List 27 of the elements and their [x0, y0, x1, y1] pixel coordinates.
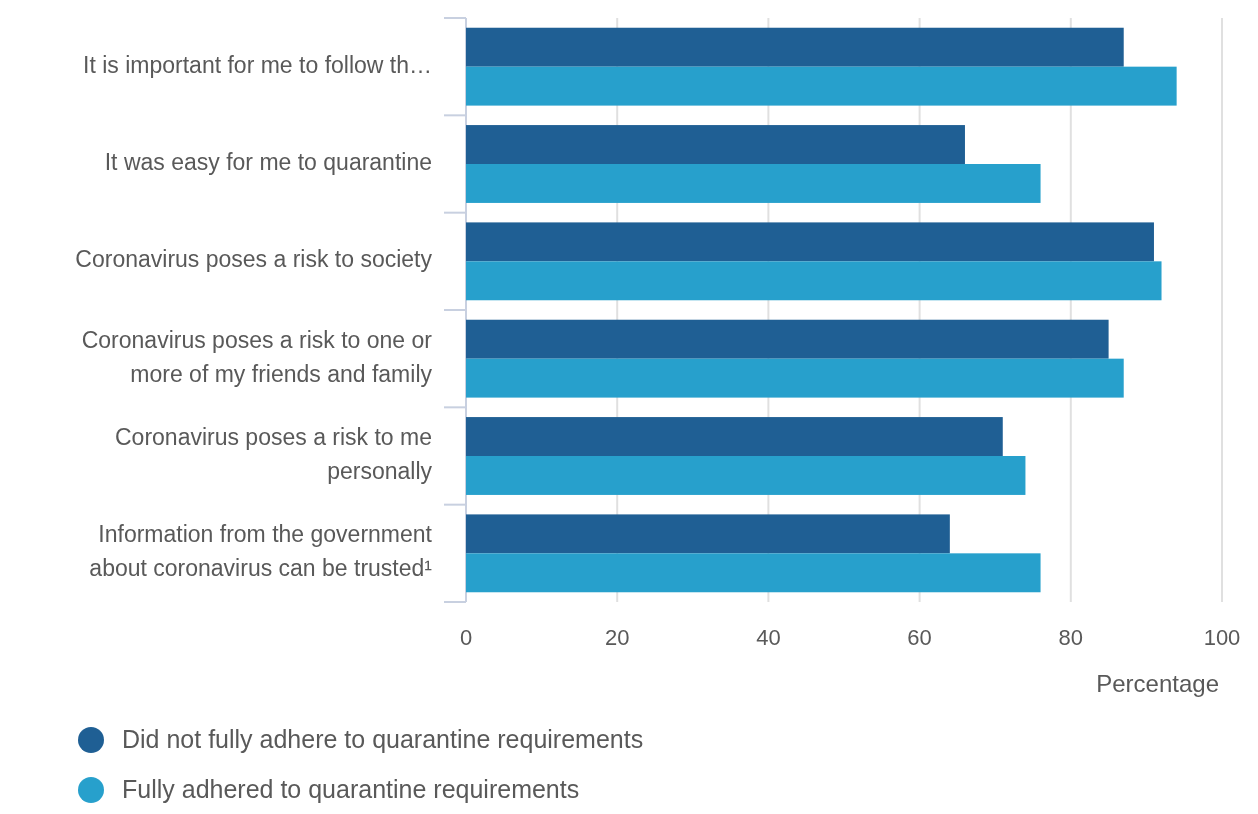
bar [466, 125, 965, 164]
bar [466, 417, 1003, 456]
x-tick-label: 0 [459, 625, 473, 650]
y-tick-label: Coronavirus poses a risk to me personally [114, 424, 433, 485]
bar [466, 27, 1124, 67]
bar [466, 553, 1041, 593]
y-tick-label: Coronavirus poses a risk to one or more of my friends and family [81, 326, 433, 387]
bar [466, 164, 1041, 203]
legend-label: Fully adhered to quarantine requirements [122, 774, 580, 803]
x-axis-title: Percentage [1096, 670, 1219, 697]
bar [466, 261, 1162, 301]
bar [466, 319, 1109, 359]
bar [466, 514, 950, 554]
bar [466, 66, 1177, 106]
x-tick-label: 20 [604, 625, 630, 650]
bar [466, 358, 1124, 398]
bar [466, 456, 1026, 495]
y-tick-label: Coronavirus poses a risk to society [75, 246, 433, 273]
bar [466, 222, 1154, 262]
x-tick-label: 40 [756, 625, 781, 650]
y-tick-label: It was easy for me to quarantine [104, 149, 432, 176]
x-tick-label: 80 [1058, 625, 1084, 650]
y-tick-label: It is important for me to follow th… [83, 51, 432, 78]
x-tick-label: 60 [907, 625, 932, 650]
legend-label: Did not fully adhere to quarantine requirements [122, 724, 644, 753]
y-tick-label: Information from the government about coronavirus can be trusted¹ [89, 521, 433, 582]
x-tick-label: 100 [1203, 625, 1241, 650]
